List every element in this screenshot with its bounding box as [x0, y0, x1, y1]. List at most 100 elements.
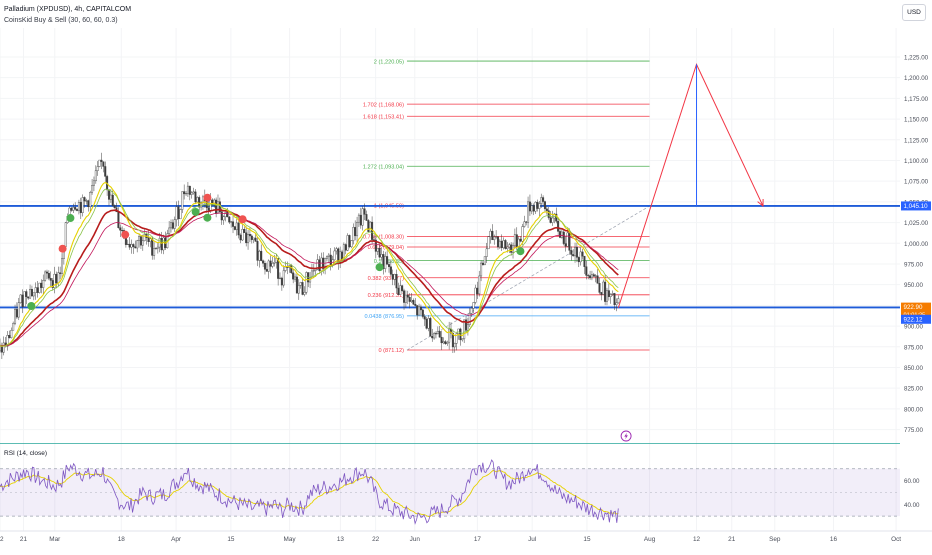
time-axis: 12 21 Mar 18 Apr 15 May 13 22 Jun 17 Jul 15 Aug 12 21 Se… [0, 530, 932, 543]
candle-body [72, 207, 75, 211]
candle-body [286, 266, 289, 268]
candle-body [59, 272, 62, 274]
candle-body [269, 260, 272, 267]
candle-body [241, 229, 244, 241]
candle-body [572, 254, 575, 257]
candle-body [589, 275, 592, 279]
sell-signal-marker [203, 193, 212, 202]
candle-body [536, 201, 539, 209]
candle-body [94, 170, 97, 182]
candle-body [76, 209, 79, 211]
candle-body [350, 240, 353, 248]
candle-body [29, 288, 32, 299]
candle-body [418, 306, 421, 316]
symbol-title[interactable]: Palladium (XPDUSD), 4h, CAPITALCOM [4, 6, 132, 13]
candle-body [250, 235, 253, 240]
candle-body [104, 166, 107, 177]
candle-body [14, 309, 17, 324]
time-tick-label: 12 [0, 536, 4, 543]
candle-body [615, 302, 618, 305]
candle-body [130, 244, 133, 248]
price-tick-label: 1,125.00 [904, 137, 929, 144]
candle-body [356, 221, 359, 237]
candle-body [224, 212, 227, 217]
candle-body [560, 231, 563, 238]
candle-body [171, 222, 174, 229]
candle-body [532, 205, 535, 212]
candle-body [233, 226, 236, 230]
candle-body [262, 260, 265, 264]
candle-body [57, 272, 60, 284]
rsi-tick-label: 60.00 [904, 478, 920, 485]
fib-level-label: 1.702 (1,168.06) [363, 102, 404, 108]
candle-body [455, 333, 458, 344]
candle-body [367, 220, 370, 232]
candle-body [126, 243, 129, 245]
candle-body [557, 221, 560, 232]
candle-body [237, 222, 240, 236]
candle-body [579, 251, 582, 263]
candles [0, 152, 620, 360]
candle-body [226, 212, 229, 218]
time-tick-label: 16 [830, 536, 838, 543]
candle-body [465, 319, 468, 331]
candle-body [297, 285, 300, 294]
candle-body [156, 246, 159, 249]
candle-body [282, 270, 285, 286]
candle-body [294, 276, 297, 280]
candle-body [519, 238, 522, 242]
candle-body [523, 221, 526, 227]
candle-body [346, 235, 349, 251]
candle-body [263, 263, 266, 270]
candle-body [376, 248, 379, 252]
rsi-line [0, 459, 619, 525]
candle-body [292, 272, 295, 280]
candle-body [295, 276, 298, 294]
candle-body [474, 287, 477, 303]
candle-body [476, 287, 479, 295]
candle-body [177, 206, 180, 220]
candle-body [577, 257, 580, 263]
candle-body [617, 298, 620, 304]
candle-body [384, 256, 387, 269]
candle-body [602, 281, 605, 295]
candle-body [382, 254, 385, 269]
candle-body [472, 302, 475, 309]
candle-body [109, 194, 112, 200]
moving-averages [0, 181, 619, 347]
candle-body [207, 207, 210, 211]
candle-body [498, 240, 501, 248]
candle-body [543, 201, 546, 210]
fib-trend-line [406, 205, 650, 351]
candle-body [365, 214, 368, 221]
candle-body [252, 237, 255, 240]
candle-body [485, 248, 488, 257]
candle-body [121, 230, 124, 232]
fast-ma-band-line [0, 188, 619, 347]
candle-body [401, 285, 404, 291]
indicator-legend[interactable]: CoinsKid Buy & Sell (30, 60, 60, 0.3) [4, 17, 118, 24]
candle-body [466, 324, 469, 331]
candle-body [19, 294, 22, 303]
candle-body [431, 336, 434, 339]
candle-body [185, 193, 188, 195]
candle-body [403, 290, 406, 303]
candle-body [566, 232, 569, 247]
candle-body [258, 250, 261, 261]
candle-body [412, 300, 415, 305]
candle-body [87, 200, 90, 208]
candle-body [64, 222, 67, 247]
price-tick-label: 1,075.00 [904, 179, 929, 186]
candle-body [230, 221, 233, 223]
candle-body [49, 278, 52, 281]
candle-body [200, 202, 203, 208]
currency-button[interactable]: USD [902, 4, 926, 21]
candle-body [391, 274, 394, 280]
candle-body [245, 232, 248, 244]
candle-body [359, 214, 362, 226]
candle-body [267, 260, 270, 272]
candle-body [10, 330, 13, 339]
candle-body [45, 271, 48, 274]
